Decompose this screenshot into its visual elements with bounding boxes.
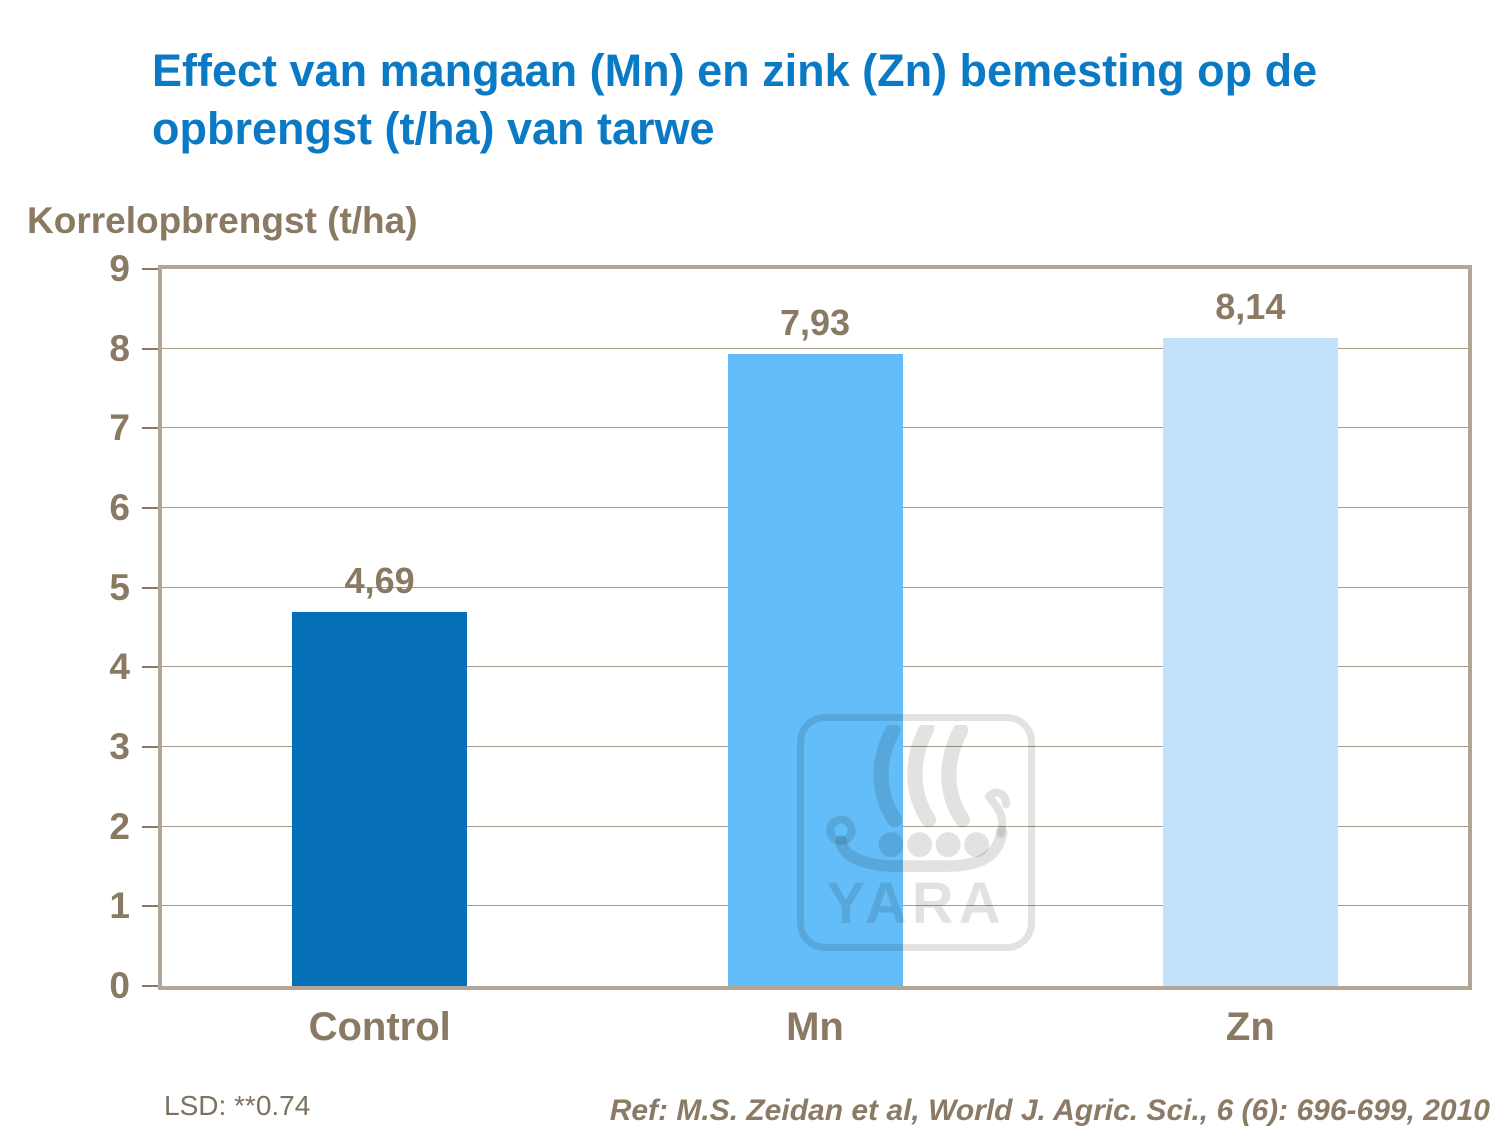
yara-watermark-text: YARA [826, 871, 1006, 936]
y-tick [142, 746, 158, 748]
y-tick [142, 427, 158, 430]
y-tick [142, 507, 158, 509]
x-label-zn: Zn [1225, 1005, 1275, 1049]
y-tick-label: 7 [109, 407, 130, 449]
bar-zn [1162, 337, 1338, 986]
y-axis-title: Korrelopbrengst (t/ha) [27, 200, 418, 241]
lsd-note: LSD: **0.74 [164, 1090, 311, 1121]
y-tick-label: 5 [109, 566, 130, 608]
y-tick [142, 905, 158, 908]
y-tick-label: 6 [109, 487, 130, 528]
bar-value-label-control: 4,69 [344, 560, 415, 602]
y-tick-label: 8 [109, 327, 130, 369]
y-tick-label: 3 [109, 726, 130, 767]
viking-ship-icon [826, 725, 1011, 872]
chart-title-line1: Effect van mangaan (Mn) en zink (Zn) bem… [152, 45, 1318, 96]
y-tick [142, 347, 158, 350]
chart-title-line2: opbrengst (t/ha) van tarwe [152, 103, 715, 154]
y-tick [142, 985, 158, 987]
plot-area: 4,69 7,93 8,14 YARA [158, 265, 1472, 990]
x-label-mn: Mn [786, 1005, 844, 1049]
y-tick-label: 4 [109, 646, 130, 688]
x-label-control: Control [308, 1005, 451, 1049]
reference-text: Ref: M.S. Zeidan et al, World J. Agric. … [609, 1094, 1490, 1126]
y-tick-label: 9 [109, 248, 130, 289]
bar-control [292, 612, 468, 986]
y-tick-label: 2 [109, 805, 130, 847]
y-tick-label: 0 [109, 965, 130, 1006]
y-tick-label: 1 [109, 885, 130, 927]
yara-watermark: YARA [797, 714, 1035, 951]
y-tick [142, 825, 158, 828]
bar-mn [727, 354, 903, 986]
chart-title: Effect van mangaan (Mn) en zink (Zn) bem… [152, 42, 1317, 158]
y-tick [142, 586, 158, 589]
y-tick [142, 268, 158, 270]
bar-value-label-mn: 7,93 [779, 302, 851, 344]
bar-value-label-zn: 8,14 [1215, 285, 1286, 327]
y-tick [142, 666, 158, 669]
gridline [162, 347, 1468, 349]
